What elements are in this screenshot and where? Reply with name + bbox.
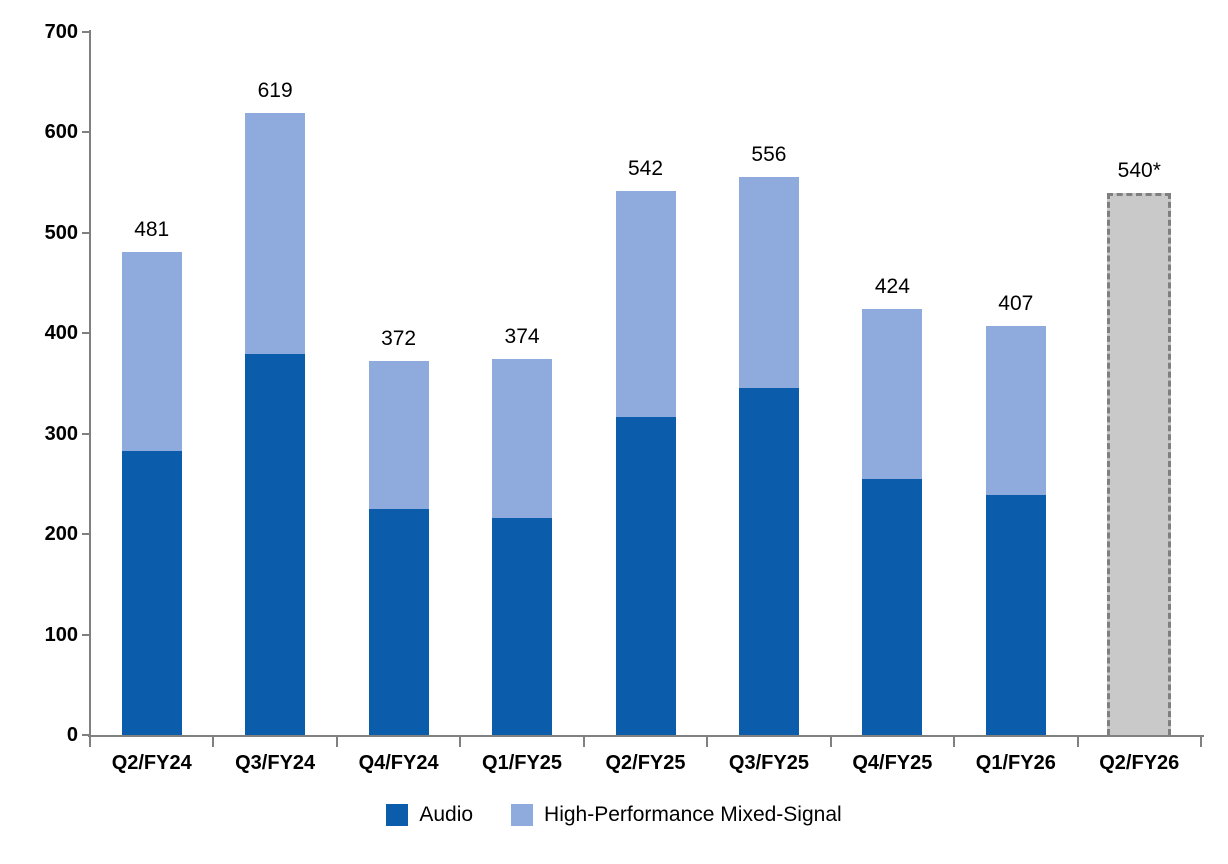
y-tick-label: 200: [44, 523, 78, 546]
x-category-label: Q2/FY26: [1099, 752, 1180, 774]
y-tick-mark: [82, 633, 90, 636]
legend-label: Audio: [419, 803, 474, 826]
legend-swatch-icon: [386, 804, 409, 826]
bar-segment-high-performance-mixed-signal: [615, 190, 676, 417]
x-tick-mark: [953, 737, 956, 747]
y-tick-mark: [82, 231, 90, 234]
y-tick-label: 700: [44, 21, 78, 43]
y-tick-label: 600: [44, 121, 78, 144]
y-tick-mark: [82, 131, 90, 134]
x-category-label: Q3/FY25: [728, 752, 809, 774]
x-tick-mark: [582, 737, 585, 747]
x-tick-mark: [89, 737, 91, 747]
legend-item: High-Performance Mixed-Signal: [511, 803, 842, 827]
bar-total-label: 424: [874, 275, 910, 299]
bar-segment-high-performance-mixed-signal: [121, 251, 182, 451]
x-category-label: Q1/FY25: [482, 752, 563, 774]
bar-segment-high-performance-mixed-signal: [492, 359, 553, 519]
x-category-label: Q2/FY25: [605, 752, 686, 774]
y-tick-label: 500: [44, 221, 78, 244]
y-tick-mark: [82, 432, 90, 435]
x-category-label: Q3/FY24: [235, 752, 316, 774]
x-tick-mark: [1200, 737, 1202, 747]
bar-segment-audio: [245, 354, 306, 735]
bar-segment-high-performance-mixed-signal: [368, 361, 429, 510]
legend-label: High-Performance Mixed-Signal: [544, 803, 842, 826]
bar-segment-high-performance-mixed-signal: [245, 113, 306, 355]
x-tick-mark: [459, 737, 462, 747]
x-tick-mark: [335, 737, 338, 747]
x-axis-line: [88, 735, 1204, 737]
bar-total-label: 619: [257, 79, 293, 103]
x-category-label: Q4/FY24: [358, 752, 439, 774]
x-tick-mark: [1076, 737, 1079, 747]
y-tick-mark: [82, 31, 90, 33]
y-tick-mark: [82, 533, 90, 536]
y-tick-label: 0: [66, 724, 78, 746]
y-tick-label: 300: [44, 422, 78, 445]
x-category-label: Q1/FY26: [975, 752, 1056, 774]
y-tick-label: 400: [44, 322, 78, 345]
x-tick-mark: [212, 737, 215, 747]
bar-segment-audio: [121, 450, 182, 735]
bar-total-label: 372: [381, 327, 417, 351]
bar-total-label: 556: [751, 142, 787, 166]
bar-segment-high-performance-mixed-signal: [862, 309, 923, 479]
bar-total-label: 542: [627, 156, 664, 180]
bar-total-label: 540*: [1117, 158, 1161, 182]
x-tick-mark: [829, 737, 832, 747]
y-tick-label: 100: [44, 623, 78, 646]
bar-segment-audio: [615, 416, 676, 735]
bar-segment-audio: [368, 509, 429, 735]
legend-item: Audio: [386, 803, 473, 827]
x-category-label: Q2/FY24: [111, 752, 192, 774]
bar-total-label: 374: [504, 325, 540, 349]
bar-segment-high-performance-mixed-signal: [985, 326, 1046, 495]
chart-legend: Audio High-Performance Mixed-Signal: [0, 793, 1228, 837]
x-category-label: Q4/FY25: [852, 752, 933, 774]
bar-segment-audio: [862, 478, 923, 735]
y-axis-line: [89, 30, 91, 737]
x-tick-mark: [706, 737, 709, 747]
bar-segment-audio: [738, 387, 799, 735]
y-tick-mark: [82, 332, 90, 335]
bar-segment-audio: [492, 518, 553, 735]
y-tick-mark: [82, 734, 90, 736]
bar-total-label: 481: [134, 217, 170, 241]
legend-swatch-icon: [511, 804, 534, 826]
bar-segment-audio: [985, 494, 1046, 735]
forecast-bar: [1107, 192, 1172, 735]
bar-total-label: 407: [998, 292, 1034, 316]
bar-segment-high-performance-mixed-signal: [738, 176, 799, 388]
